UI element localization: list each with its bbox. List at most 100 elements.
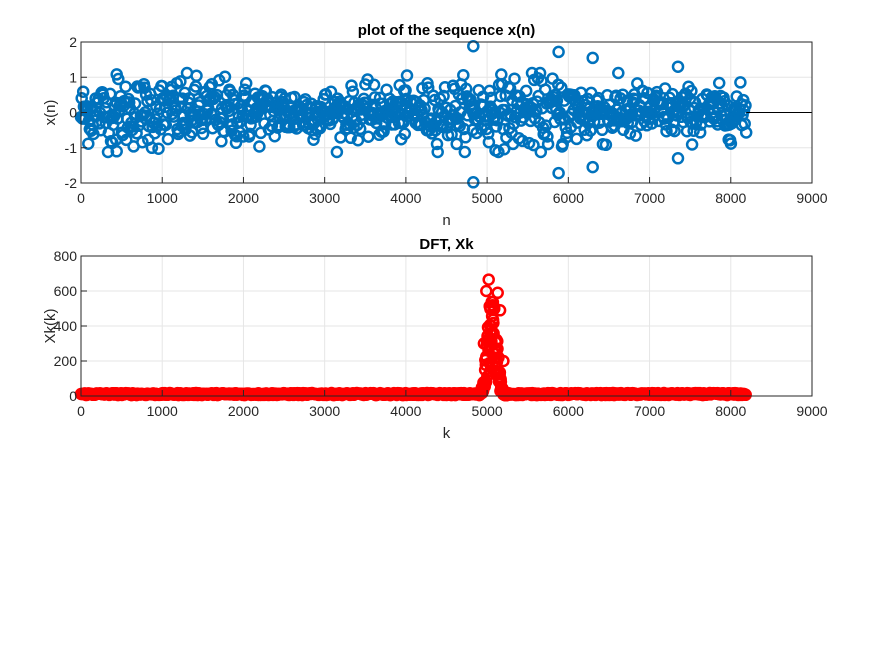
data-point bbox=[467, 176, 480, 189]
data-point bbox=[367, 78, 381, 92]
data-point bbox=[671, 60, 685, 73]
data-point bbox=[253, 140, 266, 153]
y-tick-label: 600 bbox=[54, 283, 78, 299]
data-point bbox=[457, 68, 470, 82]
data-point bbox=[501, 388, 514, 402]
data-point bbox=[430, 137, 444, 151]
data-point bbox=[587, 115, 601, 128]
data-point bbox=[122, 96, 136, 109]
x-tick-label: 7000 bbox=[634, 190, 665, 206]
x-tick-label: 9000 bbox=[796, 190, 827, 206]
data-series-markers bbox=[74, 39, 753, 189]
data-point bbox=[467, 39, 480, 53]
data-point bbox=[739, 99, 752, 112]
data-point bbox=[450, 137, 463, 151]
x-tick-label: 8000 bbox=[715, 190, 746, 206]
data-point bbox=[491, 112, 504, 126]
data-point bbox=[599, 138, 613, 152]
data-point bbox=[668, 124, 681, 138]
data-point bbox=[538, 83, 552, 96]
data-point bbox=[685, 84, 698, 98]
y-tick-label: 200 bbox=[54, 353, 78, 369]
data-point bbox=[656, 97, 670, 111]
x-axis-label: k bbox=[443, 425, 451, 442]
x-tick-label: 1000 bbox=[147, 190, 178, 206]
data-point bbox=[458, 145, 472, 159]
data-point bbox=[345, 79, 358, 92]
chart-2: 0 1000 2000 3000 4000 5000 6000 7000 8000 9000 0 20… bbox=[42, 236, 828, 442]
data-point bbox=[491, 286, 504, 300]
data-point bbox=[445, 128, 458, 141]
data-point bbox=[82, 137, 95, 150]
y-axis-label: Xk(k) bbox=[42, 309, 59, 344]
data-point bbox=[491, 342, 504, 356]
data-point bbox=[398, 127, 412, 141]
data-point bbox=[532, 89, 545, 103]
data-point bbox=[671, 152, 685, 165]
data-point bbox=[145, 141, 159, 155]
data-point bbox=[606, 121, 619, 134]
data-point bbox=[330, 145, 344, 159]
data-point bbox=[734, 76, 747, 89]
data-series-markers bbox=[74, 273, 752, 402]
x-tick-label: 0 bbox=[77, 190, 85, 206]
data-point bbox=[283, 120, 296, 134]
x-tick-label: 6000 bbox=[553, 403, 584, 419]
x-tick-label: 8000 bbox=[715, 403, 746, 419]
data-point bbox=[516, 134, 529, 148]
data-point bbox=[629, 129, 643, 142]
data-point bbox=[208, 90, 222, 104]
data-point bbox=[645, 117, 659, 130]
data-point bbox=[110, 145, 123, 158]
data-point bbox=[527, 138, 540, 152]
data-point bbox=[238, 83, 251, 97]
data-point bbox=[76, 85, 90, 98]
data-point bbox=[482, 135, 496, 149]
data-point bbox=[491, 335, 504, 348]
data-point bbox=[110, 68, 123, 81]
data-point bbox=[534, 145, 548, 159]
data-point bbox=[400, 69, 414, 82]
data-point bbox=[586, 51, 599, 65]
data-point bbox=[724, 137, 738, 150]
data-point bbox=[541, 137, 555, 151]
data-point bbox=[136, 135, 149, 149]
data-point bbox=[218, 70, 232, 84]
x-tick-label: 2000 bbox=[228, 403, 259, 419]
data-point bbox=[533, 66, 547, 80]
data-point bbox=[488, 302, 501, 316]
data-point bbox=[508, 72, 521, 85]
data-point bbox=[128, 97, 142, 110]
x-tick-label: 3000 bbox=[309, 190, 340, 206]
data-point bbox=[216, 112, 230, 125]
data-point bbox=[290, 122, 303, 135]
data-point bbox=[351, 133, 365, 147]
data-point bbox=[550, 94, 564, 107]
data-point bbox=[483, 84, 496, 98]
data-point bbox=[489, 120, 503, 133]
y-tick-label: -2 bbox=[65, 175, 78, 191]
data-point bbox=[552, 166, 565, 180]
data-point bbox=[174, 75, 187, 88]
chart-1: 0 1000 2000 3000 4000 5000 6000 7000 8000 9000 -2 -… bbox=[42, 22, 828, 229]
chart-title: plot of the sequence x(n) bbox=[358, 22, 536, 39]
data-point bbox=[366, 98, 379, 112]
x-tick-label: 6000 bbox=[553, 190, 584, 206]
x-tick-label: 3000 bbox=[309, 403, 340, 419]
data-point bbox=[570, 132, 583, 146]
chart-title: DFT, Xk bbox=[419, 236, 474, 253]
x-tick-label: 9000 bbox=[796, 403, 827, 419]
data-point bbox=[459, 82, 473, 96]
x-tick-label: 4000 bbox=[390, 403, 421, 419]
data-point bbox=[119, 80, 132, 93]
data-point bbox=[497, 354, 510, 368]
data-point bbox=[612, 66, 625, 80]
data-point bbox=[152, 142, 165, 155]
data-point bbox=[480, 284, 493, 298]
data-point bbox=[712, 76, 726, 90]
data-point bbox=[130, 126, 143, 140]
y-tick-label: 1 bbox=[69, 69, 77, 85]
data-point bbox=[552, 78, 565, 91]
x-tick-label: 4000 bbox=[390, 190, 421, 206]
data-point bbox=[541, 130, 554, 143]
